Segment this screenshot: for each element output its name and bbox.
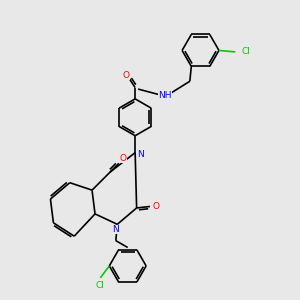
Text: Cl: Cl bbox=[96, 281, 105, 290]
Text: O: O bbox=[123, 70, 130, 80]
Text: O: O bbox=[152, 202, 159, 211]
Text: N: N bbox=[137, 150, 144, 159]
Text: Cl: Cl bbox=[241, 47, 250, 56]
Text: NH: NH bbox=[158, 91, 172, 100]
Text: N: N bbox=[112, 225, 119, 234]
Text: O: O bbox=[120, 154, 127, 164]
